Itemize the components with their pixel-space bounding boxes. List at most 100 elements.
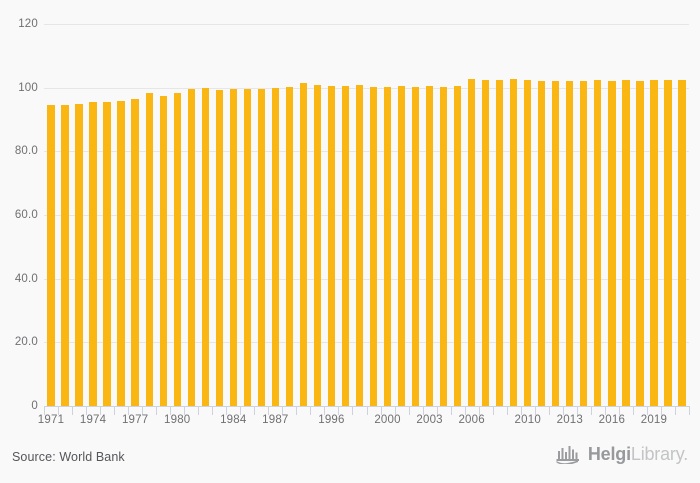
bar[interactable] — [257, 88, 265, 406]
x-tick-label-1974: 1974 — [79, 414, 107, 426]
x-tick — [212, 406, 214, 415]
bar[interactable] — [566, 80, 574, 406]
x-tick — [296, 406, 298, 415]
bar[interactable] — [453, 86, 462, 406]
bar[interactable] — [61, 104, 69, 406]
y-tick-label-80: 80.0 — [14, 145, 38, 158]
bar[interactable] — [636, 80, 644, 406]
bar[interactable] — [47, 105, 55, 406]
x-tick-label-2000: 2000 — [374, 414, 401, 426]
bars-series — [44, 24, 689, 406]
bar[interactable] — [243, 88, 251, 406]
x-tick — [408, 406, 410, 415]
bar[interactable] — [510, 79, 518, 406]
helgi-library-bar-chart-icon — [556, 446, 579, 464]
x-tick — [282, 406, 284, 415]
x-tick-label-2006: 2006 — [458, 414, 485, 426]
x-tick — [590, 406, 592, 415]
bar[interactable] — [285, 86, 294, 406]
bar[interactable] — [75, 103, 83, 406]
x-tick-label-1987: 1987 — [262, 414, 289, 426]
x-tick — [170, 406, 172, 415]
y-tick-label-0: 0 — [31, 400, 38, 412]
x-tick — [422, 406, 424, 415]
bar[interactable] — [439, 87, 448, 406]
x-tick — [478, 406, 480, 415]
brand-name-primary: Helgi — [587, 444, 631, 464]
bar[interactable] — [538, 80, 546, 406]
x-tick — [520, 406, 522, 415]
x-tick — [72, 406, 74, 415]
bar[interactable] — [313, 84, 322, 406]
gridline-60 — [44, 215, 689, 216]
x-tick-label-2019: 2019 — [640, 414, 668, 426]
bar[interactable] — [552, 80, 560, 406]
x-tick — [548, 406, 550, 415]
bar[interactable] — [215, 89, 223, 406]
gridline-80 — [44, 151, 689, 153]
bar[interactable] — [229, 88, 237, 406]
bar[interactable] — [468, 79, 476, 406]
bar[interactable] — [650, 80, 658, 406]
bar[interactable] — [622, 80, 630, 406]
bar[interactable] — [327, 85, 336, 406]
x-tick — [100, 406, 102, 415]
x-tick — [114, 406, 116, 415]
bar[interactable] — [383, 87, 392, 406]
x-tick — [576, 406, 578, 415]
x-tick — [464, 406, 466, 415]
bar[interactable] — [664, 80, 672, 406]
x-tick — [184, 406, 186, 415]
x-tick-label-1971: 1971 — [37, 414, 65, 426]
x-axis-labels: 1971 1974 1977 1980 1984 1987 1996 2000 2003 2006… — [38, 414, 689, 432]
bar[interactable] — [397, 86, 406, 406]
bar[interactable] — [299, 83, 308, 406]
x-tick — [660, 406, 662, 415]
bar[interactable] — [117, 100, 125, 406]
bar[interactable] — [355, 84, 364, 406]
bar[interactable] — [524, 80, 532, 406]
bar[interactable] — [131, 99, 139, 406]
bar[interactable] — [580, 80, 588, 406]
x-tick — [310, 406, 312, 415]
brand-wordmark: HelgiLibrary. — [588, 445, 688, 463]
bar[interactable] — [159, 96, 167, 406]
x-tick — [674, 406, 676, 415]
bar[interactable] — [201, 88, 209, 406]
bar[interactable] — [103, 101, 111, 406]
bar[interactable] — [173, 93, 181, 406]
bar[interactable] — [594, 80, 602, 406]
bar[interactable] — [145, 93, 153, 406]
y-tick-label-100: 100 — [18, 81, 38, 94]
bar[interactable] — [678, 80, 686, 406]
x-tick — [450, 406, 452, 415]
x-tick — [254, 406, 256, 415]
x-tick-label-1996: 1996 — [318, 414, 345, 426]
x-tick — [604, 406, 606, 415]
bar[interactable] — [369, 86, 378, 406]
bar[interactable] — [496, 80, 504, 406]
bar[interactable] — [411, 86, 420, 406]
x-tick-label-1977: 1977 — [121, 414, 149, 426]
helgi-library-logo[interactable]: HelgiLibrary. — [556, 444, 688, 464]
bar[interactable] — [341, 86, 350, 406]
plot-area — [44, 24, 689, 407]
x-tick — [632, 406, 634, 415]
x-tick — [436, 406, 438, 415]
bar[interactable] — [425, 86, 434, 406]
bar[interactable] — [89, 102, 97, 406]
bar[interactable] — [482, 80, 490, 406]
y-tick-label-20: 20.0 — [14, 336, 38, 349]
gridline-20 — [44, 342, 689, 344]
x-tick — [142, 406, 144, 415]
x-tick — [506, 406, 508, 415]
gridline-100 — [44, 87, 689, 89]
x-tick-label-2003: 2003 — [416, 414, 443, 426]
bar[interactable] — [187, 88, 195, 406]
bar[interactable] — [271, 88, 279, 406]
x-tick — [338, 406, 340, 415]
bar[interactable] — [608, 80, 616, 406]
x-tick — [268, 406, 270, 415]
chart-footer: Source: World Bank HelgiLibrary. — [0, 434, 700, 483]
y-tick-label-120: 120 — [18, 18, 38, 30]
